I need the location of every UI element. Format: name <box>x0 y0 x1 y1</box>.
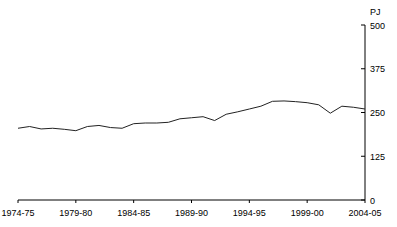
x-tick-label: 1989-90 <box>175 208 208 218</box>
plot-area <box>18 101 365 131</box>
y-tick-label: 500 <box>370 21 385 31</box>
x-tick <box>365 200 366 203</box>
x-tick-label: 1994-95 <box>233 208 266 218</box>
y-tick <box>361 68 365 69</box>
x-tick <box>75 200 76 203</box>
y-tick-label: 0 <box>370 196 375 206</box>
x-tick-label: 2004-05 <box>348 208 381 218</box>
x-tick-label: 1979-80 <box>59 208 92 218</box>
x-tick <box>307 200 308 203</box>
y-tick <box>361 156 365 157</box>
x-tick-label: 1999-00 <box>291 208 324 218</box>
y-tick <box>361 200 365 201</box>
y-axis-label: PJ <box>370 7 381 17</box>
x-tick <box>18 200 19 203</box>
y-tick-label: 125 <box>370 152 385 162</box>
x-tick <box>249 200 250 203</box>
x-tick <box>191 200 192 203</box>
x-tick <box>133 200 134 203</box>
data-line <box>18 101 365 131</box>
y-tick <box>361 112 365 113</box>
x-tick-label: 1974-75 <box>1 208 34 218</box>
y-tick-label: 250 <box>370 108 385 118</box>
y-tick-label: 375 <box>370 64 385 74</box>
y-tick <box>361 25 365 26</box>
x-tick-label: 1984-85 <box>117 208 150 218</box>
